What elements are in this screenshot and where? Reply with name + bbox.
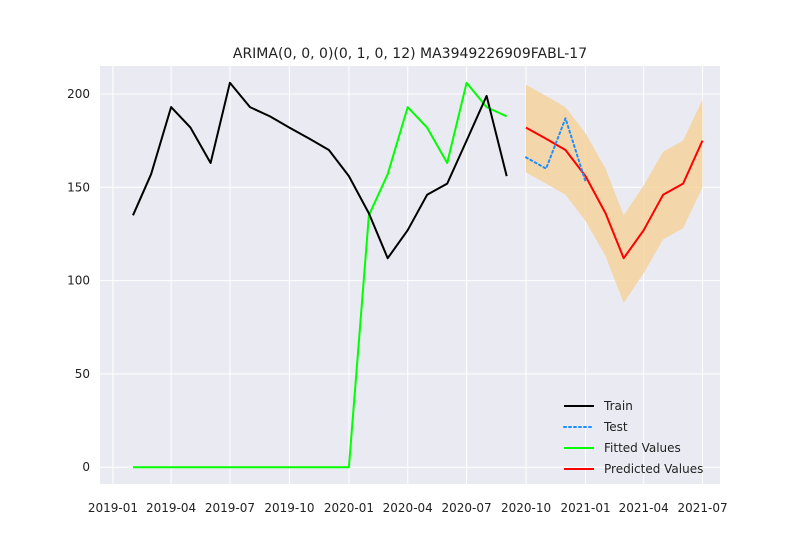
y-tick-label: 150	[67, 180, 90, 194]
x-tick-label: 2021-04	[619, 501, 669, 515]
series-lines	[132, 81, 704, 469]
x-tick-label: 2019-07	[205, 501, 255, 515]
legend-label-fitted-values: Fitted Values	[604, 441, 681, 455]
x-tick-label: 2019-01	[88, 501, 138, 515]
confidence-band	[526, 84, 703, 303]
legend: Train Test Fitted Values Predicted Values	[563, 399, 703, 476]
confidence-interval-band	[526, 84, 703, 303]
x-tick-label: 2021-07	[677, 501, 727, 515]
y-tick-label: 0	[82, 460, 90, 474]
series-line-fitted-values	[133, 81, 508, 469]
y-tick-label: 200	[67, 87, 90, 101]
x-tick-label: 2020-10	[501, 501, 551, 515]
legend-label-test: Test	[603, 420, 628, 434]
legend-label-predicted-values: Predicted Values	[604, 462, 703, 476]
y-tick-label: 50	[75, 367, 90, 381]
chart-title: ARIMA(0, 0, 0)(0, 1, 0, 12) MA3949226909…	[233, 46, 587, 62]
x-tick-label: 2020-07	[441, 501, 491, 515]
series-line-train	[132, 81, 508, 260]
x-tick-label: 2020-01	[324, 501, 374, 515]
x-tick-label: 2021-01	[560, 501, 610, 515]
y-tick-label: 100	[67, 274, 90, 288]
series-line-test	[525, 117, 587, 183]
x-tick-label: 2019-10	[264, 501, 314, 515]
x-tick-label: 2020-04	[383, 501, 433, 515]
legend-label-train: Train	[603, 399, 633, 413]
axis-ticks: 2019-01 2019-04 2019-07 2019-10 2020-01 2020-…	[67, 87, 728, 515]
x-tick-label: 2019-04	[146, 501, 196, 515]
